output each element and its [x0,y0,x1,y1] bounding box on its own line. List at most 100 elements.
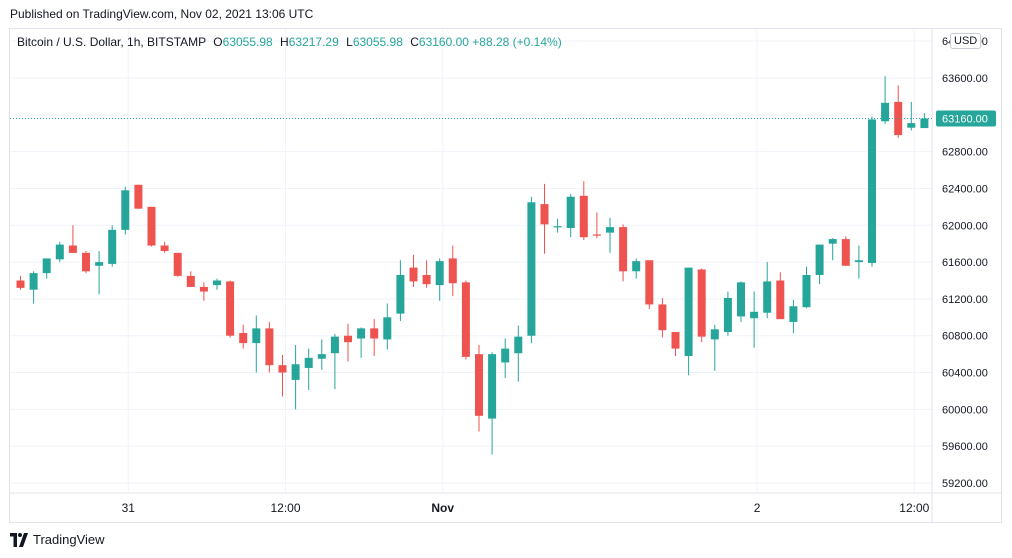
candle [881,76,890,125]
candle [789,299,798,333]
candle-body [841,239,850,266]
candle [357,327,366,358]
candle-body [815,244,824,275]
candle [42,258,51,279]
candle [632,258,641,279]
candle-body [763,281,772,313]
candle [802,266,811,309]
x-tick-label: Nov [431,501,454,515]
candle-body [488,354,497,419]
y-tick-label: 62800.00 [942,147,988,159]
candle-body [213,280,221,286]
candle [566,193,575,238]
candle [868,116,876,267]
candle-body [750,311,759,319]
candle [121,186,130,235]
candle [854,245,863,279]
candle-body [396,274,405,314]
y-tick-label: 62400.00 [942,183,988,195]
low-label: L [346,35,353,49]
candle [108,225,117,267]
candle-body [422,274,431,285]
tradingview-logo-icon [10,532,28,547]
candle-body [42,258,51,274]
candle-body [920,118,929,129]
candle [383,303,392,350]
candle-body [619,227,628,272]
candle-body [357,328,366,339]
high-label: H [280,35,289,49]
candle-body [108,229,117,264]
candle-body [121,190,130,230]
candle-body [383,317,392,340]
candle-body [854,260,863,263]
candle [422,260,431,288]
candle [435,258,444,301]
candle [579,181,588,240]
candle-body [881,102,890,122]
candle-body [448,258,457,284]
candle [606,217,614,253]
candle [671,332,680,356]
candle [684,267,693,376]
y-tick-label: 60000.00 [942,404,988,416]
candle-body [95,262,104,266]
candle [750,291,759,348]
candle [815,244,824,285]
candle [68,225,77,253]
candle [540,183,549,254]
candle-body [737,282,745,317]
candle [147,206,156,247]
low-value: 63055.98 [352,35,403,49]
x-tick-label: 31 [122,501,136,515]
candle [344,323,352,362]
candle [776,272,785,320]
candle [723,291,732,336]
currency-button[interactable]: USD [950,33,982,49]
candle [330,333,339,390]
ohlc-legend: Bitcoin / U.S. Dollar, 1h, BITSTAMP O630… [17,35,562,49]
candle [645,260,654,310]
candle [16,275,25,290]
candle-body [291,364,300,380]
open-value: 63055.98 [222,35,273,49]
y-tick-label: 62000.00 [942,220,988,232]
candle [488,352,497,455]
candle [841,236,850,266]
y-tick-label: 59600.00 [942,441,988,453]
candle-body [710,329,719,340]
candle-body [671,332,680,349]
candle [553,218,562,233]
candle-body [514,336,523,354]
candle-body [252,328,261,344]
candle [475,344,483,432]
candle-body [461,282,470,357]
candle-body [239,332,248,344]
y-tick-label: 59200.00 [942,478,988,490]
candles [16,76,929,455]
last-price-tag [936,110,996,127]
candle-body [776,280,785,320]
candle-body [868,119,876,264]
y-tick-label: 61600.00 [942,257,988,269]
symbol-title: Bitcoin / U.S. Dollar, 1h, BITSTAMP [17,35,206,49]
candle-body [344,335,352,343]
candle-body [907,123,916,128]
x-tick-label: 12:00 [899,501,929,515]
published-caption: Published on TradingView.com, Nov 02, 20… [10,7,314,21]
candle [697,268,706,343]
candle-body [265,328,274,366]
candle [527,196,536,344]
candle [304,348,313,391]
close-value: 63160.00 [418,35,469,49]
candle-body [199,286,208,292]
candle [291,344,300,410]
candle-body [802,274,811,308]
candle-body [553,226,562,228]
candle [186,271,195,287]
candle [461,280,470,360]
candle [55,241,64,263]
candle-body [278,365,287,373]
candle-body [475,354,483,416]
